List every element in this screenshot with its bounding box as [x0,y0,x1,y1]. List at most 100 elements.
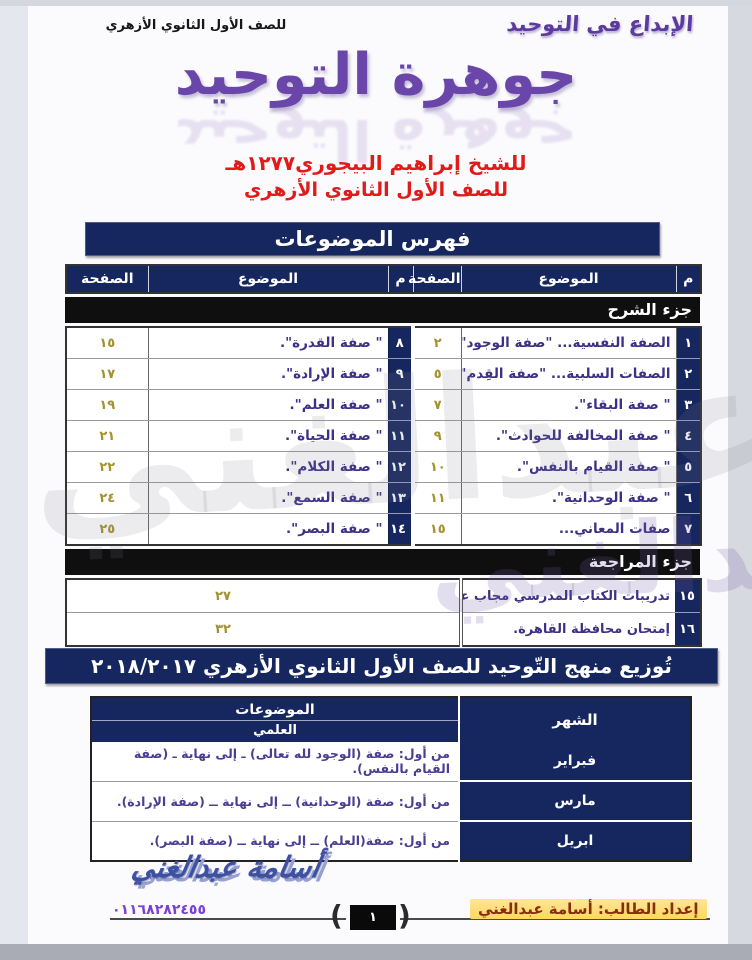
col-header-topic-left: الموضوع [147,265,388,293]
month-cell: ابريل [458,821,691,861]
table-row: ٧ صفات المعاني... ١٥ ١٤ " صفة البصر". ٢٥ [66,513,701,546]
row-num: ١١ [387,420,413,452]
row-topic: " صفة الوحدانية". [460,482,676,514]
distribution-banner: تُوزيع منهج التّوحيد للصف الأول الثانوي … [45,648,718,684]
row-topic: " صفة الكلام". [147,451,388,483]
table-row: ٤ " صفة المخالفة للحوادث". ٩ ١١ " صفة ال… [66,420,701,452]
table-row: ٣ " صفة البقاء". ٧ ١٠ " صفة العلم". ١٩ [66,389,701,421]
row-topic: " صفة الحياة". [147,420,388,452]
row-topic: " صفة البقاء". [460,389,676,421]
table-row: ١ الصفة النفسية... "صفة الوجود". ٢ ٨ " ص… [66,327,701,359]
photo-edge-bottom [0,944,752,960]
table-row: ابريل من أول: صفة(العلم) ــ إلى نهاية ــ… [91,821,691,861]
table-of-contents: م الموضوع الصفحة م الموضوع الصفحة جزء ال… [65,264,702,647]
row-topic: الصفة النفسية... "صفة الوجود". [460,327,676,359]
month-cell: فبراير [458,742,691,782]
row-num: ١٢ [387,451,413,483]
row-topic: " صفة البصر". [147,513,388,545]
row-page: ٢ [411,327,461,359]
row-topic: " صفة السمع". [147,482,388,514]
page-number-paren-right: ) [398,899,411,932]
prepared-by-label: إعداد الطالب: أسامة عبدالغني [470,899,707,919]
row-num: ١٠ [387,389,413,421]
toc-review-table: ١٥ تدريبات الكتاب المدرسي مجاب عنها . ٢٧… [65,578,702,647]
table-row: فبراير من أول: صفة (الوجود لله تعالى) ـ … [91,742,691,782]
row-page: ٧ [411,389,461,421]
index-banner: فهرس الموضوعات [85,222,660,256]
row-num: ١٥ [675,579,701,613]
row-page: ٥ [411,358,461,390]
row-topic: " صفة القدرة". [147,327,388,359]
col-header-topics: الموضوعات العلمي [91,697,459,742]
row-page: ٢١ [66,420,148,452]
row-page-value: ٣٢ [215,621,231,637]
row-page: ١١ [411,482,461,514]
row-page: ٢٤ [66,482,148,514]
row-topic: " صفة الإرادة". [147,358,388,390]
brand-logo: الإبداع في التوحيد [505,12,695,36]
row-num: ٧ [675,513,701,546]
row-topic: " صفة المخالفة للحوادث". [460,420,676,452]
row-page: ٢٧ [66,579,461,613]
row-page: ١٩ [66,389,148,421]
col-header-num-right: م [675,265,701,293]
col-header-num-left: م [387,265,413,293]
row-topic: صفات المعاني... [460,513,676,545]
table-row: ٢ الصفات السلبية... "صفة القِدم". ٥ ٩ " … [66,358,701,390]
row-page: ٢٥ [66,513,148,545]
phone-number: ٠١١٦٨٢٨٢٤٥٥ [112,902,206,918]
content-cell: من أول: صفة(العلم) ــ إلى نهاية ــ (صفة … [91,821,459,861]
row-page: ١٥ [66,327,148,359]
row-num: ١ [675,327,701,359]
distribution-table: الشهر الموضوعات العلمي فبراير من أول: صف… [90,696,692,862]
row-num: ٣ [675,389,701,421]
row-topic: " صفة العلم". [147,389,388,421]
col-header-topics-line1: الموضوعات [92,700,458,721]
grade-note: للصف الأول الثانوي الأزهري [105,18,287,33]
section-bar-explanation: جزء الشرح [65,297,700,323]
row-topic: الصفات السلبية... "صفة القِدم". [460,358,676,390]
col-header-month: الشهر [458,697,691,742]
distribution-header-row: الشهر الموضوعات العلمي [91,697,691,742]
row-num: ٩ [387,358,413,390]
table-row: ١٥ تدريبات الكتاب المدرسي مجاب عنها . ٢٧ [66,579,701,613]
table-row: مارس من أول: صفة (الوحدانية) ــ إلى نهاي… [91,781,691,822]
page-number-box: ١ [350,905,396,930]
row-num: ٥ [675,451,701,483]
row-page: ٣٢ [66,612,461,646]
row-num: ٨ [387,327,413,359]
table-row: ٦ " صفة الوحدانية". ١١ ١٣ " صفة السمع". … [66,482,701,514]
row-page: ٢٢ [66,451,148,483]
section-bar-review: جزء المراجعة [65,549,700,575]
row-page: ٩ [411,420,461,452]
footer-rule [110,918,710,920]
col-header-page-right: الصفحة [408,265,461,293]
content-cell: من أول: صفة (الوجود لله تعالى) ـ إلى نها… [91,742,459,782]
row-num: ٢ [675,358,701,390]
author-logo-text: أسامة عبدالغني [129,850,323,884]
row-num: ١٤ [387,513,413,546]
table-row: ١٦ إمتحان محافظة القاهرة. ٣٢ [66,612,701,647]
row-topic: تدريبات الكتاب المدرسي مجاب عنها . [459,579,675,613]
col-header-page-left: الصفحة [66,265,148,293]
photo-edge-left [0,0,28,960]
row-page: ١٠ [411,451,461,483]
row-num: ١٦ [675,612,701,647]
col-header-topic-right: الموضوع [460,265,676,293]
page-number-paren-left: ( [330,899,343,932]
row-num: ٦ [675,482,701,514]
photo-edge-right [728,0,752,960]
author-line: للشيخ إبراهيم البيجوري١٢٧٧هـ [225,151,527,175]
row-num: ١٣ [387,482,413,514]
row-page: ١٧ [66,358,148,390]
row-topic: " صفة القيام بالنفس". [460,451,676,483]
author-logo: أسامة عبدالغني أسامة عبدالغني [129,850,352,896]
photo-edge-top [0,0,752,6]
row-num: ٤ [675,420,701,452]
col-header-topics-line2: العلمي [253,723,297,738]
row-topic: إمتحان محافظة القاهرة. [459,612,675,646]
row-page-value: ٢٧ [215,588,231,604]
book-title: جوهرة التوحيد [174,42,578,108]
content-cell: من أول: صفة (الوحدانية) ــ إلى نهاية ــ … [91,781,459,822]
month-cell: مارس [458,781,691,822]
